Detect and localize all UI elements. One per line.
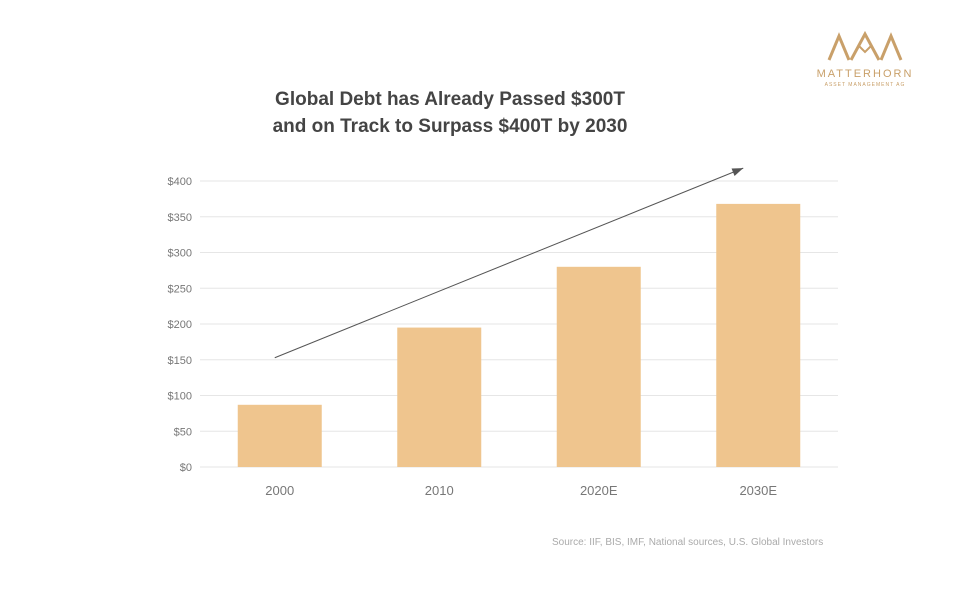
x-axis-ticks: 2000 2010 2020E 2030E: [265, 483, 777, 498]
y-tick-label: $250: [168, 283, 192, 295]
y-tick-label: $300: [168, 248, 192, 260]
x-tick-label: 2020E: [580, 483, 618, 498]
trend-arrow-group: [274, 167, 744, 359]
chart-title: Global Debt has Already Passed $300T and…: [270, 86, 630, 140]
matterhorn-logo: MATTERHORN ASSET MANAGEMENT AG: [800, 30, 930, 110]
y-axis-ticks: $0 $50 $100 $150 $200 $250 $300 $350 $400: [168, 176, 192, 474]
trend-arrow: [274, 167, 744, 359]
y-tick-label: $150: [168, 355, 192, 367]
y-tick-label: $50: [174, 426, 192, 438]
bar-2020e: [556, 266, 641, 467]
x-tick-label: 2010: [425, 483, 454, 498]
y-tick-label: $100: [168, 391, 192, 403]
chart-title-line-1: Global Debt has Already Passed $300T: [275, 89, 625, 110]
y-tick-label: $0: [180, 462, 192, 474]
bar-2010: [397, 327, 482, 467]
bars: [237, 203, 801, 467]
trend-arrowhead: [731, 168, 744, 176]
x-tick-label: 2030E: [739, 483, 777, 498]
bar-2000: [237, 404, 322, 467]
y-tick-label: $200: [168, 319, 192, 331]
y-tick-label: $400: [168, 176, 192, 188]
bar-2030e: [716, 203, 801, 467]
logo-name: MATTERHORN: [816, 68, 914, 80]
x-tick-label: 2000: [265, 483, 294, 498]
source-note: Source: IIF, BIS, IMF, National sources,…: [552, 537, 824, 548]
mountain-logo-icon: [827, 30, 903, 61]
chart-title-line-2: and on Track to Surpass $400T by 2030: [272, 116, 628, 137]
logo-subtitle: ASSET MANAGEMENT AG: [824, 82, 906, 88]
y-tick-label: $350: [168, 212, 192, 224]
